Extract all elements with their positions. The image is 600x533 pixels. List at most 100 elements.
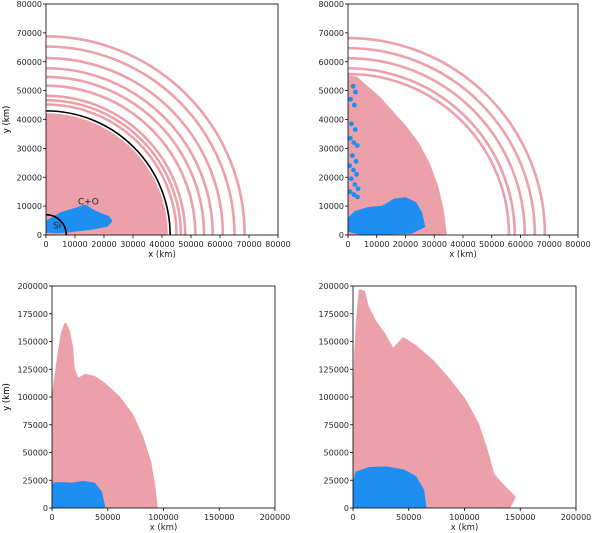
series-blue-point-7 xyxy=(351,140,357,146)
x-tick-label-5: 50000 xyxy=(479,240,504,249)
y-tick-label-5: 125000 xyxy=(318,365,349,374)
x-axis-label: x (km) xyxy=(449,250,477,260)
plot-area xyxy=(353,289,516,508)
y-tick-label-2: 20000 xyxy=(319,173,344,182)
series-blue-point-18 xyxy=(351,192,357,197)
y-tick-label-0: 0 xyxy=(43,504,48,513)
series-pink-shell-arc-0 xyxy=(46,103,178,235)
series-pink-region-1 xyxy=(348,75,447,235)
series-pink-shell-arc-1 xyxy=(348,66,517,235)
series-blue-region-0 xyxy=(52,480,106,508)
series-blue-point-16 xyxy=(355,186,361,192)
x-axis-label: x (km) xyxy=(150,523,178,533)
y-tick-label-8: 200000 xyxy=(318,282,349,291)
series-blue-point-8 xyxy=(354,143,360,148)
series-blue-point-14 xyxy=(348,176,354,182)
x-tick-label-4: 200000 xyxy=(561,513,592,522)
series-pink-shell-arc-4 xyxy=(348,36,547,235)
y-tick-label-6: 150000 xyxy=(318,338,349,347)
x-tick-label-4: 200000 xyxy=(260,513,291,522)
y-tick-label-8: 80000 xyxy=(17,0,42,9)
x-tick-label-3: 150000 xyxy=(204,513,235,522)
y-tick-label-1: 10000 xyxy=(17,202,42,211)
series-blue-region-0 xyxy=(348,197,426,235)
series-blue-point-4 xyxy=(349,121,354,127)
panel-top-left: C+O Si 0 10000 20000 30000 40000 50000 60000 7000… xyxy=(2,0,291,260)
x-tick-label-0: 0 xyxy=(345,240,350,249)
y-tick-label-1: 25000 xyxy=(23,476,48,485)
series-blue-point-1 xyxy=(353,89,358,95)
y-tick-label-2: 50000 xyxy=(23,449,48,458)
y-tick-label-3: 75000 xyxy=(23,421,48,430)
series-pink-disk-0 xyxy=(46,113,168,235)
x-tick-label-3: 30000 xyxy=(422,240,447,249)
series-blue-point-0 xyxy=(350,83,356,89)
x-tick-label-2: 100000 xyxy=(449,513,480,522)
y-axis-label: y (km) xyxy=(2,383,12,411)
series-blue-point-6 xyxy=(348,135,353,141)
x-tick-label-3: 150000 xyxy=(505,513,536,522)
y-tick-label-2: 50000 xyxy=(324,449,349,458)
y-tick-label-5: 50000 xyxy=(319,87,344,96)
plot-area xyxy=(348,36,547,235)
y-tick-label-1: 10000 xyxy=(319,202,344,211)
x-tick-label-0: 0 xyxy=(43,240,48,249)
series-pink-shell-arc-8 xyxy=(46,35,246,235)
series-blue-point-9 xyxy=(349,153,355,158)
y-tick-label-3: 30000 xyxy=(319,144,344,153)
annotation-1: Si xyxy=(53,222,61,232)
series-pink-shell-arc-2 xyxy=(46,94,187,235)
x-tick-label-2: 20000 xyxy=(393,240,418,249)
x-tick-label-4: 40000 xyxy=(450,240,475,249)
panel-bottom-left: 0 50000 100000 150000 200000 0 25000 50000 75000… xyxy=(2,282,290,533)
y-tick-label-8: 200000 xyxy=(17,282,48,291)
y-tick-label-0: 0 xyxy=(344,504,349,513)
series-pink-shell-arc-6 xyxy=(46,56,225,235)
y-tick-label-3: 30000 xyxy=(17,144,42,153)
x-tick-label-1: 10000 xyxy=(364,240,389,249)
x-tick-label-6: 60000 xyxy=(207,240,232,249)
series-blue-point-10 xyxy=(353,158,359,164)
x-axis-label: x (km) xyxy=(451,523,479,533)
x-tick-label-1: 50000 xyxy=(95,513,120,522)
y-tick-label-4: 100000 xyxy=(17,393,48,402)
series-pink-shell-arc-5 xyxy=(46,66,215,235)
series-blue-point-5 xyxy=(352,127,358,133)
y-tick-label-7: 175000 xyxy=(17,310,48,319)
x-tick-label-0: 0 xyxy=(350,513,355,522)
panel-bottom-right: 0 50000 100000 150000 200000 0 25000 50000 75000… xyxy=(2,282,591,533)
y-tick-label-4: 40000 xyxy=(319,116,344,125)
y-tick-label-5: 125000 xyxy=(17,365,48,374)
series-pink-shell-arc-2 xyxy=(348,56,527,235)
x-tick-label-4: 40000 xyxy=(149,240,174,249)
series-pink-shell-arc-3 xyxy=(348,46,537,235)
x-tick-label-5: 50000 xyxy=(178,240,203,249)
plot-area xyxy=(46,35,246,235)
series-blue-point-2 xyxy=(348,96,353,102)
x-tick-label-8: 80000 xyxy=(565,240,590,249)
y-tick-label-0: 0 xyxy=(339,231,344,240)
x-tick-label-8: 80000 xyxy=(265,240,290,249)
y-tick-label-4: 100000 xyxy=(318,393,349,402)
series-pink-region-0 xyxy=(353,289,516,508)
y-tick-label-3: 75000 xyxy=(324,421,349,430)
series-pink-region-0 xyxy=(52,322,158,508)
y-axis-label: y (km) xyxy=(2,106,12,134)
series-blue-point-13 xyxy=(354,171,360,177)
y-tick-label-2: 20000 xyxy=(17,173,42,182)
x-tick-label-7: 70000 xyxy=(236,240,261,249)
x-tick-label-1: 10000 xyxy=(62,240,87,249)
y-axis-label: y (km) xyxy=(2,106,12,134)
y-tick-label-6: 150000 xyxy=(17,338,48,347)
series-blue-point-3 xyxy=(351,102,357,108)
series-pink-shell-arc-4 xyxy=(46,75,206,235)
y-tick-label-7: 70000 xyxy=(17,29,42,38)
series-pink-shell-arc-7 xyxy=(46,45,236,235)
y-tick-label-7: 70000 xyxy=(319,29,344,38)
y-axis-label: y (km) xyxy=(2,383,12,411)
x-tick-label-2: 100000 xyxy=(148,513,179,522)
x-axis-label: x (km) xyxy=(148,250,176,260)
x-tick-label-1: 50000 xyxy=(396,513,421,522)
x-tick-label-0: 0 xyxy=(49,513,54,522)
